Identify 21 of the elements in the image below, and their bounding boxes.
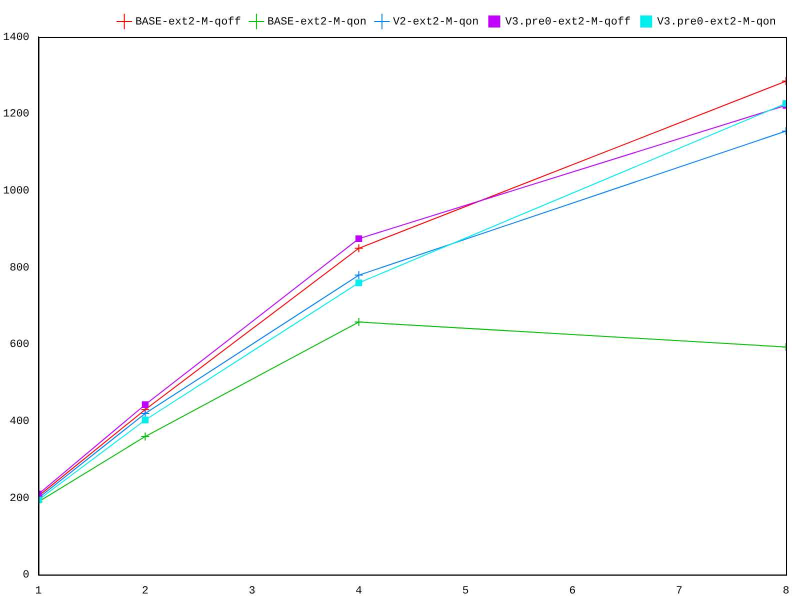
x-tick-label: 8 [782,585,790,598]
y-tick-label: 1400 [3,32,30,44]
x-tick-label: 4 [356,585,362,598]
y-tick-label: 0 [22,570,30,582]
x-tick-label: 3 [248,585,256,598]
legend-label: BASE-ext2-M-qon [267,16,366,28]
y-tick-label: 1200 [3,108,30,121]
y-tick-label: 600 [10,339,30,352]
x-tick-label: 7 [676,585,683,598]
y-tick-label: 1000 [3,186,30,198]
x-tick-label: 5 [462,585,469,598]
legend-label: BASE-ext2-M-qoff [135,16,241,28]
legend-label: V3.pre0-ext2-M-qon [657,16,776,28]
legend-label: V3.pre0-ext2-M-qoff [505,16,631,28]
x-tick-label: 6 [569,585,576,598]
x-tick-label: 2 [142,585,149,598]
y-tick-label: 800 [10,262,30,274]
y-tick-label: 400 [10,416,30,428]
x-tick-label: 1 [35,585,42,598]
legend-label: V2-ext2-M-qon [392,16,479,28]
y-tick-label: 200 [10,492,30,505]
